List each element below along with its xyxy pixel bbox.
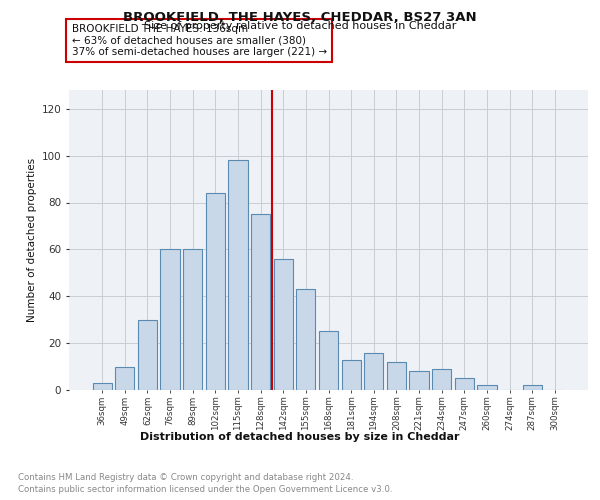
Bar xyxy=(138,320,157,390)
Bar xyxy=(274,259,293,390)
Bar xyxy=(341,360,361,390)
Bar xyxy=(229,160,248,390)
Text: Distribution of detached houses by size in Cheddar: Distribution of detached houses by size … xyxy=(140,432,460,442)
Bar xyxy=(115,366,134,390)
Bar xyxy=(251,214,270,390)
Bar xyxy=(364,352,383,390)
Bar xyxy=(319,332,338,390)
Bar xyxy=(183,250,202,390)
Bar xyxy=(206,193,225,390)
Y-axis label: Number of detached properties: Number of detached properties xyxy=(28,158,37,322)
Bar xyxy=(296,289,316,390)
Text: Contains public sector information licensed under the Open Government Licence v3: Contains public sector information licen… xyxy=(18,485,392,494)
Bar xyxy=(160,250,180,390)
Text: Size of property relative to detached houses in Cheddar: Size of property relative to detached ho… xyxy=(144,21,456,31)
Bar xyxy=(523,386,542,390)
Text: BROOKFIELD, THE HAYES, CHEDDAR, BS27 3AN: BROOKFIELD, THE HAYES, CHEDDAR, BS27 3AN xyxy=(123,11,477,24)
Bar xyxy=(455,378,474,390)
Text: Contains HM Land Registry data © Crown copyright and database right 2024.: Contains HM Land Registry data © Crown c… xyxy=(18,472,353,482)
Text: BROOKFIELD THE HAYES: 136sqm
← 63% of detached houses are smaller (380)
37% of s: BROOKFIELD THE HAYES: 136sqm ← 63% of de… xyxy=(71,24,327,57)
Bar xyxy=(477,386,497,390)
Bar xyxy=(409,371,428,390)
Bar xyxy=(387,362,406,390)
Bar xyxy=(92,383,112,390)
Bar xyxy=(432,369,451,390)
